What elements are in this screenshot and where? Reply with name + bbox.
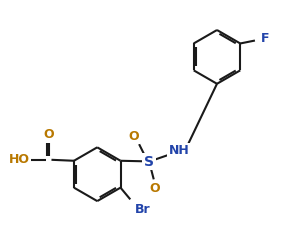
- Text: O: O: [149, 182, 160, 195]
- Text: Br: Br: [135, 203, 151, 216]
- Text: HO: HO: [9, 153, 30, 166]
- Text: NH: NH: [169, 144, 190, 157]
- Text: F: F: [260, 32, 269, 45]
- Text: S: S: [144, 155, 154, 169]
- Text: O: O: [128, 130, 139, 143]
- Text: O: O: [43, 128, 54, 141]
